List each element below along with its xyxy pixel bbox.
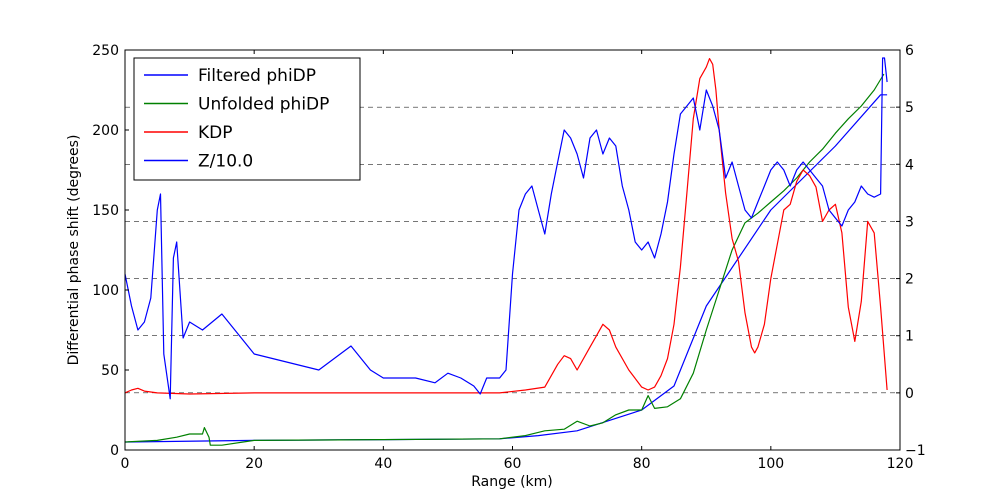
legend-label: Filtered phiDP — [198, 66, 316, 86]
legend-label: Unfolded phiDP — [198, 95, 329, 115]
y2-tick-label: 0 — [905, 386, 914, 402]
y-tick-label: 100 — [92, 283, 119, 299]
y-tick-label: 200 — [92, 123, 119, 139]
x-tick-label: 100 — [757, 456, 784, 472]
y2-tick-label: 6 — [905, 43, 914, 59]
y-axis-label: Differential phase shift (degrees) — [66, 135, 82, 366]
x-tick-label: 20 — [245, 456, 263, 472]
y-tick-label: 50 — [101, 363, 119, 379]
x-tick-label: 40 — [374, 456, 392, 472]
legend-box — [133, 57, 361, 181]
y2-tick-label: 1 — [905, 329, 914, 345]
legend: Filtered phiDP Unfolded phiDP KDP Z/10.0 — [133, 57, 361, 181]
y-tick-label: 0 — [110, 443, 119, 459]
axis-labels: Range (km) Differential phase shift (deg… — [66, 135, 553, 490]
axis-ticks: 0 20 40 60 80 100 120 0 50 100 150 200 250 −1 0 1 2 3 4 5 6 — [92, 43, 925, 472]
x-tick-label: 60 — [504, 456, 522, 472]
y-tick-label: 150 — [92, 203, 119, 219]
x-axis-label: Range (km) — [471, 474, 553, 490]
x-tick-label: 80 — [633, 456, 651, 472]
x-tick-label: 0 — [121, 456, 130, 472]
series-line-z-10-0 — [124, 57, 888, 400]
y2-tick-label: 4 — [905, 157, 914, 173]
y-tick-label: 250 — [92, 43, 119, 59]
y2-tick-label: 2 — [905, 272, 914, 288]
y2-tick-label: −1 — [905, 443, 926, 459]
series-line-kdp — [124, 57, 888, 395]
plot-area — [124, 57, 888, 446]
x-tick-label: 120 — [887, 456, 914, 472]
y2-tick-label: 3 — [905, 214, 914, 230]
legend-label: Z/10.0 — [198, 152, 253, 172]
legend-label: KDP — [198, 123, 233, 143]
y2-tick-label: 5 — [905, 100, 914, 116]
